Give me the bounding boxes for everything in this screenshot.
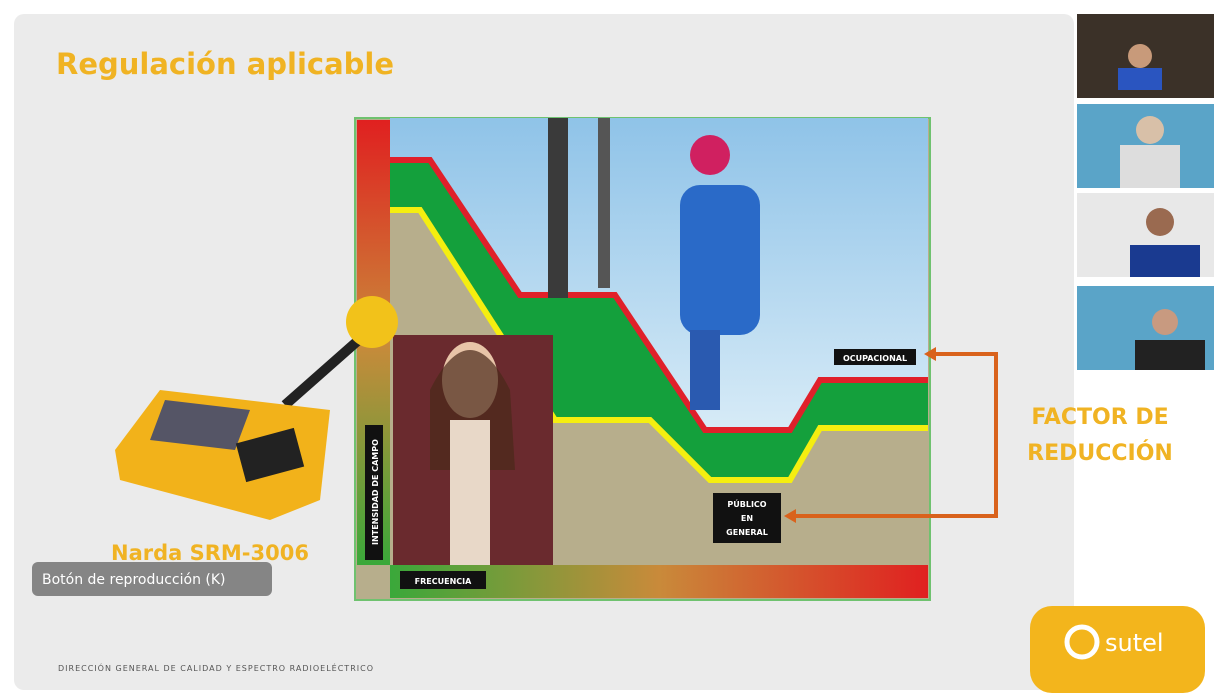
diagram: INTENSIDAD DE CAMPO FRECUENCIA OCUPACION… (355, 118, 930, 600)
public-label: EN (741, 514, 753, 523)
tooltip-text: Botón de reproducción (K) (42, 572, 226, 588)
device-label: Narda SRM-3006 (111, 541, 309, 565)
public-label: PÚBLICO (727, 498, 766, 509)
video-tiles (1077, 14, 1214, 370)
x-axis-label: FRECUENCIA (415, 577, 472, 586)
slide-title: Regulación aplicable (56, 47, 394, 81)
factor-label: REDUCCIÓN (1027, 440, 1173, 466)
y-axis-label: INTENSIDAD DE CAMPO (371, 439, 380, 545)
factor-label: FACTOR DE (1031, 405, 1168, 430)
screen: Regulación aplicable INTENSIDAD DE CAMPO… (0, 0, 1214, 693)
occupational-label: OCUPACIONAL (843, 354, 907, 363)
public-label: GENERAL (726, 528, 768, 537)
logo-text: sutel (1105, 629, 1164, 657)
footer: DIRECCIÓN GENERAL DE CALIDAD Y ESPECTRO … (58, 662, 374, 673)
